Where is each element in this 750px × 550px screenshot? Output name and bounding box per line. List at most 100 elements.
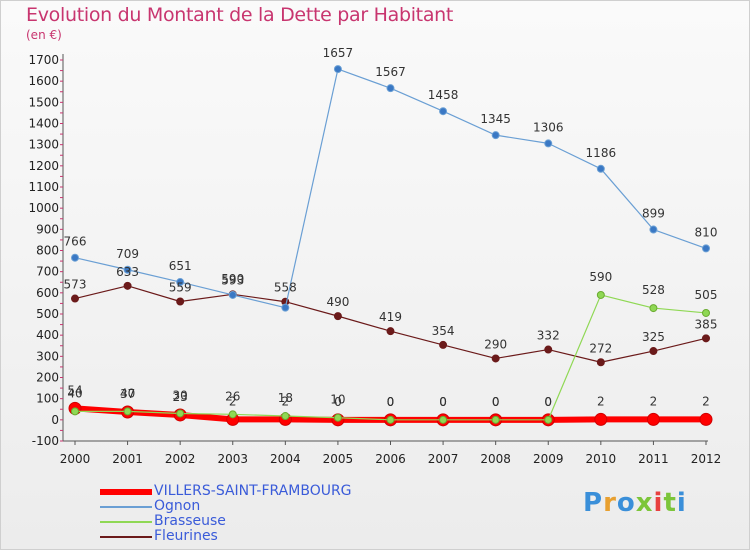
y-tick-label: 300 — [36, 349, 59, 363]
y-tick-label: -100 — [32, 434, 59, 448]
series-1-data-label: 0 — [334, 395, 342, 409]
series-3-data-label: 0 — [439, 395, 447, 409]
series-4-point — [123, 281, 132, 290]
y-tick-label: 400 — [36, 328, 59, 342]
series-2-point — [123, 265, 132, 274]
series-3-data-label: 30 — [173, 388, 188, 402]
chart-legend: VILLERS-SAINT-FRAMBOURG Ognon Brasseuse … — [100, 484, 352, 544]
series-2-point — [649, 225, 658, 234]
series-3-point — [71, 407, 79, 416]
chart-unit: (en €) — [26, 28, 62, 42]
series-2-point — [333, 65, 342, 74]
series-2-point — [386, 84, 395, 93]
series-2-point — [439, 107, 448, 116]
series-3-point — [649, 304, 658, 313]
series-2-data-label: 766 — [64, 235, 87, 249]
series-2-data-label: 1306 — [533, 120, 564, 134]
y-tick-label: 1300 — [28, 138, 59, 152]
y-tick-label: 1000 — [28, 201, 59, 215]
series-4-data-label: 332 — [537, 329, 560, 343]
series-4-point — [439, 340, 448, 349]
legend-entry-3: Brasseuse — [100, 514, 352, 529]
series-2-point — [702, 244, 710, 253]
series-3-point — [123, 407, 132, 416]
series-4-data-label: 559 — [169, 281, 192, 295]
series-3-data-label: 0 — [544, 395, 552, 409]
series-3-point — [596, 290, 605, 299]
x-tick-label: 2010 — [586, 452, 617, 466]
y-tick-label: 1700 — [28, 53, 59, 67]
series-4-point — [702, 334, 710, 343]
series-3-point — [544, 415, 553, 424]
series-2-data-label: 1458 — [428, 88, 459, 102]
y-tick-label: 100 — [36, 392, 59, 406]
series-3-point — [491, 415, 500, 424]
x-tick-label: 2009 — [533, 452, 564, 466]
series-1-data-label: 2 — [597, 394, 605, 408]
series-3-data-label: 18 — [278, 391, 293, 405]
x-tick-label: 2012 — [691, 452, 722, 466]
x-tick-label: 2005 — [323, 452, 354, 466]
series-1-data-label: 37 — [120, 387, 135, 401]
y-tick-label: 200 — [36, 371, 59, 385]
series-1-data-label: 2 — [282, 394, 290, 408]
legend-swatch-3 — [100, 520, 152, 523]
legend-entry-2: Ognon — [100, 499, 352, 514]
y-tick-label: 1200 — [28, 159, 59, 173]
series-2-data-label: 1657 — [323, 46, 354, 60]
series-4-point — [176, 297, 185, 306]
x-tick-label: 2011 — [638, 452, 669, 466]
series-4-point — [71, 294, 79, 303]
series-4-data-label: 593 — [221, 273, 244, 287]
y-tick-label: 900 — [36, 222, 59, 236]
chart-axes: -100010020030040050060070080090010001100… — [28, 53, 721, 466]
chart-data-labels: 573 633 559 593 558 490 419 354 290 332 272 325 385 7… — [64, 46, 718, 409]
series-3-data-label: 590 — [589, 270, 612, 284]
series-3-data-label: 505 — [695, 288, 718, 302]
x-tick-label: 2006 — [375, 452, 406, 466]
x-tick-label: 2008 — [480, 452, 511, 466]
legend-label-1: VILLERS-SAINT-FRAMBOURG — [154, 483, 352, 499]
series-4-point — [333, 312, 342, 321]
series-1-data-label: 23 — [173, 390, 188, 404]
x-tick-label: 2000 — [60, 452, 91, 466]
y-tick-label: 0 — [51, 413, 59, 427]
series-2-point — [71, 253, 79, 262]
series-1-point — [594, 412, 608, 426]
series-1-data-label: 2 — [229, 394, 237, 408]
series-2-data-label: 590 — [221, 272, 244, 286]
y-tick-label: 500 — [36, 307, 59, 321]
legend-entry-1: VILLERS-SAINT-FRAMBOURG — [100, 484, 352, 499]
x-tick-label: 2002 — [165, 452, 196, 466]
series-2-point — [491, 131, 500, 140]
series-3-point — [702, 308, 710, 317]
series-2-data-label: 1567 — [375, 65, 406, 79]
series-3-point — [439, 415, 448, 424]
series-4-data-label: 354 — [432, 324, 455, 338]
series-3-data-label: 0 — [492, 395, 500, 409]
series-3-point — [386, 415, 395, 424]
series-2-point — [544, 139, 553, 148]
series-3-point — [176, 409, 185, 418]
series-3-point — [228, 410, 237, 419]
series-2-data-label: 1345 — [480, 112, 511, 126]
series-1-data-label: 0 — [544, 395, 552, 409]
series-2-point — [281, 303, 290, 312]
series-1-data-label: 0 — [439, 395, 447, 409]
y-tick-label: 700 — [36, 265, 59, 279]
series-3-data-label: 0 — [387, 395, 395, 409]
series-1-data-label: 2 — [650, 394, 658, 408]
series-1-data-label: 0 — [387, 395, 395, 409]
series-4-point — [596, 358, 605, 367]
series-3-point — [333, 413, 342, 422]
series-4-data-label: 290 — [484, 337, 507, 351]
series-3-data-label: 26 — [225, 389, 240, 403]
series-1-point — [646, 412, 660, 426]
series-3-data-label: 10 — [330, 393, 345, 407]
series-2-data-label: 709 — [116, 247, 139, 261]
proxiti-logo: Proxiti — [583, 488, 687, 518]
y-tick-label: 800 — [36, 244, 59, 258]
x-tick-label: 2007 — [428, 452, 459, 466]
y-tick-label: 1100 — [28, 180, 59, 194]
series-4-point — [386, 327, 395, 336]
